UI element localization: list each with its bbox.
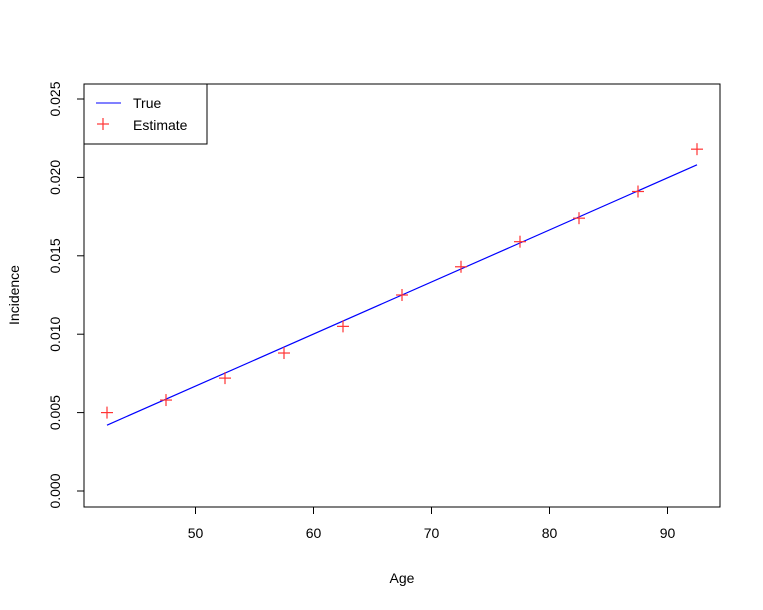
estimate-point	[514, 235, 526, 248]
legend-box	[83, 83, 208, 145]
x-tick-label: 90	[660, 525, 676, 541]
y-tick-label: 0.020	[47, 160, 63, 195]
y-tick-label: 0.010	[47, 316, 63, 351]
estimate-point	[455, 260, 467, 273]
estimate-point	[219, 372, 231, 385]
y-axis-label: Incidence	[6, 265, 22, 325]
estimate-point	[691, 143, 703, 156]
x-tick-label: 60	[306, 525, 322, 541]
legend-true-label: True	[133, 95, 161, 111]
y-tick-label: 0.000	[47, 473, 63, 508]
estimate-point	[160, 394, 172, 407]
y-axis: 0.000 0.005 0.010 0.015 0.020 0.025	[47, 81, 85, 509]
estimate-point	[337, 320, 349, 333]
y-tick-label: 0.005	[47, 395, 63, 430]
estimate-point	[632, 185, 644, 198]
legend: True Estimate	[83, 83, 208, 145]
x-tick-label: 70	[424, 525, 440, 541]
series-layer	[101, 143, 703, 426]
y-tick-label: 0.025	[47, 81, 63, 116]
x-tick-label: 50	[188, 525, 204, 541]
x-axis-label: Age	[390, 570, 415, 586]
legend-estimate-marker	[97, 118, 109, 130]
x-axis: 50 60 70 80 90	[188, 506, 676, 541]
estimate-point	[396, 289, 408, 301]
x-tick-label: 80	[542, 525, 558, 541]
legend-estimate-label: Estimate	[133, 117, 188, 133]
y-tick-label: 0.015	[47, 238, 63, 273]
estimate-point	[101, 406, 113, 419]
estimate-point	[278, 347, 290, 360]
estimate-point	[573, 212, 585, 225]
